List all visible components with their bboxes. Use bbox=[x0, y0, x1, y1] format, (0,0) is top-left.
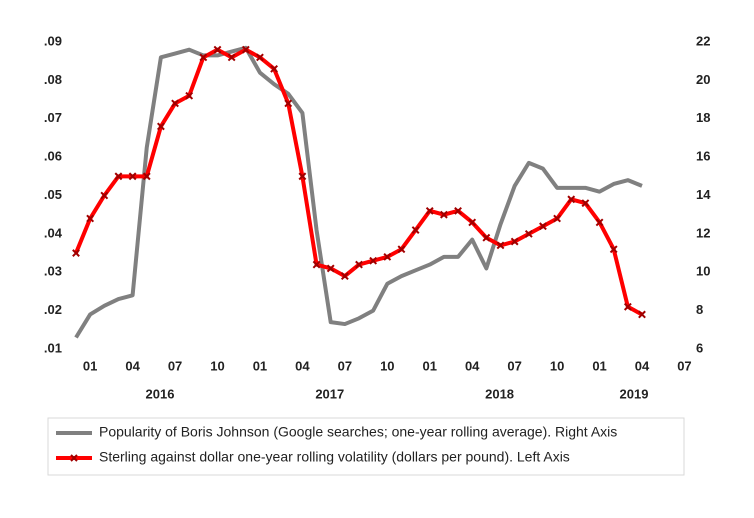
marker bbox=[241, 45, 250, 54]
year-label: 2016 bbox=[146, 386, 175, 401]
x-tick-label: 01 bbox=[83, 358, 97, 373]
marker bbox=[171, 99, 179, 108]
series-line bbox=[74, 45, 643, 339]
legend-marker bbox=[70, 454, 78, 462]
marker bbox=[213, 45, 222, 54]
x-tick-label: 07 bbox=[168, 358, 182, 373]
marker bbox=[595, 218, 604, 227]
marker bbox=[156, 122, 165, 131]
marker bbox=[72, 249, 80, 257]
marker bbox=[355, 260, 363, 269]
x-tick-label: 01 bbox=[592, 358, 606, 373]
y2-tick-label: 10 bbox=[696, 264, 710, 279]
y2-tick-label: 12 bbox=[696, 225, 710, 240]
x-tick-label: 04 bbox=[125, 358, 140, 373]
marker bbox=[411, 226, 420, 234]
y-tick-label: .08 bbox=[44, 72, 62, 87]
marker bbox=[623, 302, 632, 311]
x-tick-label: 01 bbox=[423, 358, 437, 373]
y2-tick-label: 8 bbox=[696, 302, 703, 317]
x-tick-label: 10 bbox=[210, 358, 224, 373]
marker bbox=[581, 199, 590, 208]
marker bbox=[369, 256, 378, 265]
x-tick-label: 10 bbox=[550, 358, 564, 373]
marker bbox=[496, 241, 505, 250]
x-tick-label: 04 bbox=[635, 358, 650, 373]
y-tick-label: .05 bbox=[44, 187, 62, 202]
y2-tick-label: 16 bbox=[696, 149, 710, 164]
marker bbox=[567, 195, 576, 204]
marker bbox=[185, 91, 194, 100]
marker bbox=[142, 172, 151, 181]
marker bbox=[638, 310, 646, 319]
y-tick-label: .03 bbox=[44, 264, 62, 279]
marker bbox=[454, 206, 462, 215]
x-tick-label: 07 bbox=[507, 358, 521, 373]
legend-box bbox=[47, 417, 685, 476]
marker bbox=[425, 206, 434, 215]
x-tick-label: 10 bbox=[380, 358, 394, 373]
x-tick-label: 04 bbox=[295, 358, 310, 373]
marker bbox=[340, 272, 349, 280]
y-tick-label: .06 bbox=[44, 149, 62, 164]
marker bbox=[256, 53, 264, 62]
legend-label: Sterling against dollar one-year rolling… bbox=[99, 449, 570, 465]
y-tick-label: .01 bbox=[44, 340, 62, 355]
x-tick-label: 04 bbox=[465, 358, 480, 373]
year-label: 2019 bbox=[620, 386, 649, 401]
x-tick-label: 07 bbox=[338, 358, 352, 373]
y-tick-label: .07 bbox=[44, 110, 62, 125]
marker bbox=[539, 222, 547, 231]
y2-tick-label: 6 bbox=[696, 340, 703, 355]
y-tick-label: .02 bbox=[44, 302, 62, 317]
y-tick-label: .09 bbox=[44, 33, 62, 48]
x-tick-label: 07 bbox=[677, 358, 691, 373]
marker bbox=[199, 53, 208, 62]
marker bbox=[553, 214, 562, 223]
year-label: 2017 bbox=[315, 386, 344, 401]
x-tick-label: 01 bbox=[253, 358, 267, 373]
marker bbox=[114, 172, 123, 181]
y2-tick-label: 20 bbox=[696, 72, 710, 87]
y2-tick-label: 22 bbox=[696, 33, 710, 48]
marker bbox=[312, 260, 321, 269]
marker bbox=[609, 245, 618, 254]
series-line bbox=[74, 47, 643, 317]
marker bbox=[86, 214, 95, 223]
marker bbox=[100, 191, 109, 200]
year-label: 2018 bbox=[485, 386, 514, 401]
marker bbox=[524, 229, 533, 238]
marker bbox=[227, 53, 236, 62]
y2-tick-label: 18 bbox=[696, 110, 710, 125]
marker bbox=[468, 218, 477, 227]
y-tick-label: .04 bbox=[44, 225, 63, 240]
marker bbox=[298, 172, 307, 181]
marker bbox=[326, 264, 335, 273]
marker bbox=[510, 237, 519, 246]
marker bbox=[128, 172, 137, 181]
marker bbox=[397, 245, 406, 254]
y2-tick-label: 14 bbox=[696, 187, 711, 202]
legend-label: Popularity of Boris Johnson (Google sear… bbox=[99, 424, 617, 440]
marker bbox=[482, 233, 491, 242]
marker bbox=[270, 64, 279, 73]
marker bbox=[383, 252, 392, 261]
marker bbox=[284, 99, 293, 108]
marker bbox=[439, 210, 448, 219]
